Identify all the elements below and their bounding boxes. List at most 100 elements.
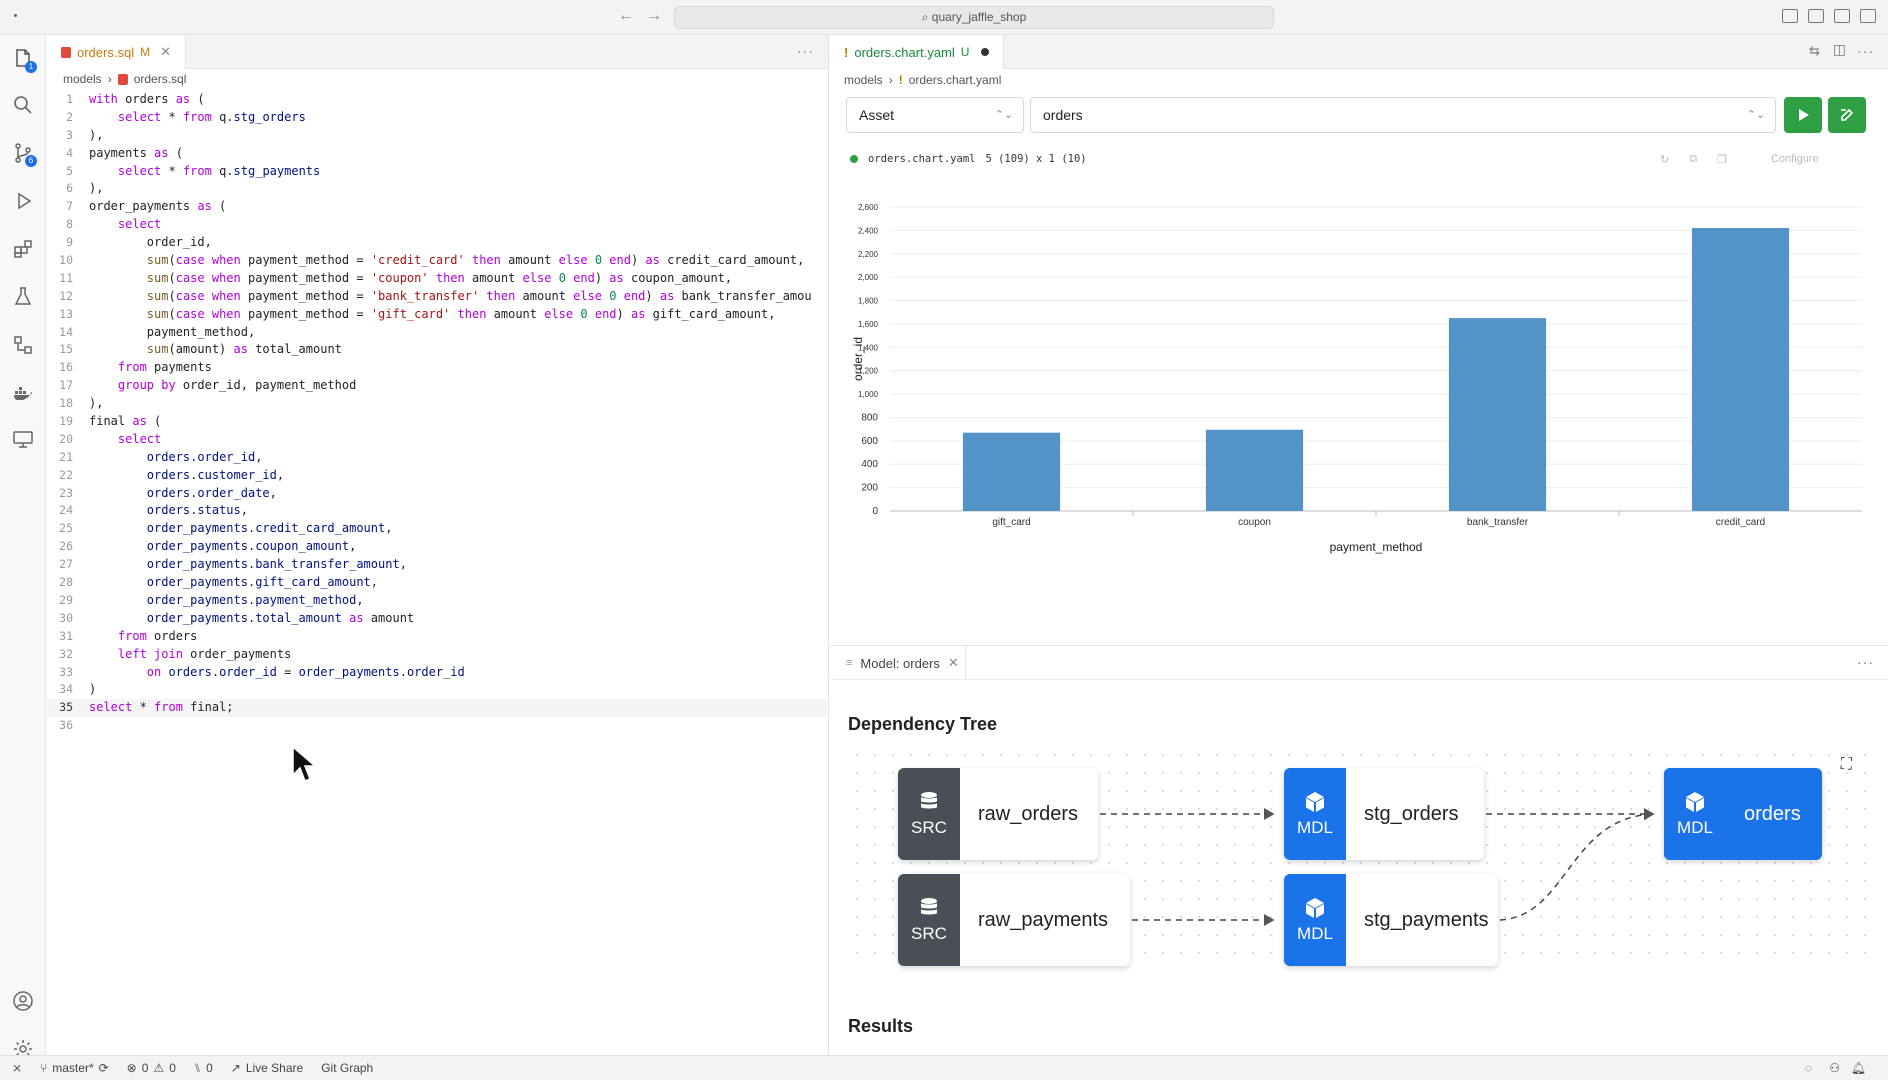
code-area[interactable]: 1 with orders as (2 select * from q.stg_o… <box>47 91 827 735</box>
code-line[interactable]: 8 select <box>47 216 827 234</box>
breadcrumb-file[interactable]: orders.sql <box>133 72 187 86</box>
quary-graph-icon[interactable] <box>0 327 46 363</box>
code-line[interactable]: 6), <box>47 180 827 198</box>
copilot-icon[interactable]: ◌ <box>1804 1061 1812 1075</box>
account-icon[interactable] <box>0 983 46 1019</box>
code-line[interactable]: 27 order_payments.bank_transfer_amount, <box>47 556 827 574</box>
close-icon[interactable]: ✕ <box>947 655 959 670</box>
git-graph-button[interactable]: Git Graph <box>321 1061 373 1075</box>
code-line[interactable]: 31 from orders <box>47 628 827 646</box>
run-button[interactable] <box>1784 97 1822 133</box>
toggle-sidebar-icon[interactable] <box>1782 9 1798 23</box>
search-icon[interactable] <box>0 87 46 123</box>
sql-file-icon <box>61 46 71 58</box>
code-line[interactable]: 3), <box>47 127 827 145</box>
tab-model-orders[interactable]: ≡ Model: orders ✕ <box>840 646 966 680</box>
code-line[interactable]: 29 order_payments.payment_method, <box>47 592 827 610</box>
node-raw-orders[interactable]: SRC raw_orders <box>898 768 1098 860</box>
code-line[interactable]: 10 sum(case when payment_method = 'credi… <box>47 252 827 270</box>
code-line[interactable]: 1 with orders as ( <box>47 91 827 109</box>
code-line[interactable]: 5 select * from q.stg_payments <box>47 163 827 181</box>
back-arrow-icon[interactable]: ← <box>618 7 634 24</box>
code-line[interactable]: 2 select * from q.stg_orders <box>47 109 827 127</box>
code-line[interactable]: 4 payments as ( <box>47 145 827 163</box>
split-editor-icon[interactable]: ◫ <box>1832 41 1846 57</box>
model-badge: MDL <box>1284 874 1346 966</box>
customize-layout-icon[interactable] <box>1860 9 1876 23</box>
code-line[interactable]: 25 order_payments.credit_card_amount, <box>47 520 827 538</box>
copy-icon[interactable]: ❐ <box>1717 154 1727 166</box>
forward-arrow-icon[interactable]: → <box>646 7 662 24</box>
node-orders[interactable]: MDL orders <box>1664 768 1822 860</box>
expand-icon[interactable]: ⛶ <box>1840 756 1852 773</box>
dependency-tree-canvas[interactable]: ⛶ SRC raw_orders <box>848 746 1870 966</box>
code-line[interactable]: 35 select * from final; <box>47 699 827 718</box>
code-line[interactable]: 19 final as ( <box>47 413 827 431</box>
code-line[interactable]: 22 orders.customer_id, <box>47 467 827 485</box>
code-line[interactable]: 36 <box>47 717 827 735</box>
code-line[interactable]: 24 orders.status, <box>47 502 827 520</box>
problems-status[interactable]: ⊗ 0 ⚠ 0 <box>127 1061 176 1075</box>
toggle-panel-icon[interactable] <box>1808 9 1824 23</box>
code-line[interactable]: 23 orders.order_date, <box>47 485 827 503</box>
testing-flask-icon[interactable] <box>0 279 46 315</box>
live-share-button[interactable]: ↗ Live Share <box>231 1061 303 1075</box>
code-line[interactable]: 12 sum(case when payment_method = 'bank_… <box>47 288 827 306</box>
breadcrumb-folder[interactable]: models <box>63 72 102 86</box>
code-token: as <box>175 92 191 106</box>
remote-explorer-icon[interactable] <box>0 421 46 457</box>
code-line[interactable]: 32 left join order_payments <box>47 646 827 664</box>
toggle-secondary-sidebar-icon[interactable] <box>1834 9 1850 23</box>
more-actions-icon[interactable]: ··· <box>797 43 814 59</box>
node-raw-payments[interactable]: SRC raw_payments <box>898 874 1130 966</box>
source-control-icon[interactable]: 6 <box>0 135 46 171</box>
code-line[interactable]: 33 on orders.order_id = order_payments.o… <box>47 664 827 682</box>
node-stg-payments[interactable]: MDL stg_payments <box>1284 874 1498 966</box>
code-line[interactable]: 18), <box>47 395 827 413</box>
code-line[interactable]: 30 order_payments.total_amount as amount <box>47 610 827 628</box>
menu-dot-icon[interactable] <box>14 14 17 17</box>
unsaved-dot-icon[interactable] <box>981 48 990 56</box>
tab-orders-sql[interactable]: orders.sql M ✕ <box>47 35 186 69</box>
run-debug-icon[interactable] <box>0 183 46 219</box>
code-line[interactable]: 16 from payments <box>47 359 827 377</box>
docker-icon[interactable] <box>0 375 46 411</box>
tab-orders-chart-yaml[interactable]: ! orders.chart.yaml U <box>830 35 1005 69</box>
code-token: as <box>197 199 212 214</box>
code-line[interactable]: 14 payment_method, <box>47 324 827 342</box>
code-line[interactable]: 34) <box>47 681 827 699</box>
edit-button[interactable] <box>1828 97 1866 133</box>
refresh-icon[interactable]: ↻ <box>1660 154 1670 166</box>
branch-status[interactable]: ⑂ master* ⟳ <box>40 1061 109 1075</box>
extensions-icon[interactable] <box>0 231 46 267</box>
code-line[interactable]: 15 sum(amount) as total_amount <box>47 341 827 359</box>
code-line[interactable]: 21 orders.order_id, <box>47 449 827 467</box>
code-line[interactable]: 17 group by order_id, payment_method <box>47 377 827 395</box>
code-line[interactable]: 28 order_payments.gift_card_amount, <box>47 574 827 592</box>
compare-icon[interactable]: ⇆ <box>1809 43 1820 58</box>
command-search-box[interactable]: ⌕ quary_jaffle_shop <box>674 6 1274 29</box>
open-external-icon[interactable]: ⧉ <box>1689 153 1698 165</box>
more-actions-icon[interactable]: ··· <box>1857 654 1874 670</box>
code-line[interactable]: 26 order_payments.coupon_amount, <box>47 538 827 556</box>
code-line[interactable]: 11 sum(case when payment_method = 'coupo… <box>47 270 827 288</box>
remote-indicator-icon[interactable]: ⨯ <box>12 1061 23 1075</box>
code-line[interactable]: 7 order_payments as ( <box>47 198 827 216</box>
close-icon[interactable]: ✕ <box>160 44 171 59</box>
cube-icon <box>1306 792 1324 812</box>
source-type-select[interactable]: Asset ⌃⌄ <box>846 97 1024 133</box>
code-line[interactable]: 9 order_id, <box>47 234 827 252</box>
line-number: 5 <box>66 163 73 178</box>
notifications-bell-icon[interactable]: 🔔︎ <box>1850 1061 1866 1075</box>
node-stg-orders[interactable]: MDL stg_orders <box>1284 768 1484 860</box>
ports-status[interactable]: ⑊ 0 <box>194 1061 213 1075</box>
accounts-icon[interactable]: ⚇ <box>1829 1061 1840 1075</box>
configure-button[interactable]: Configure <box>1770 153 1819 165</box>
more-actions-icon[interactable]: ··· <box>1857 43 1874 59</box>
code-line[interactable]: 20 select <box>47 431 827 449</box>
asset-select[interactable]: orders ⌃⌄ <box>1030 97 1776 133</box>
code-line[interactable]: 13 sum(case when payment_method = 'gift_… <box>47 306 827 324</box>
breadcrumb-file[interactable]: orders.chart.yaml <box>908 73 1002 87</box>
breadcrumb-folder[interactable]: models <box>844 73 883 87</box>
explorer-icon[interactable]: 1 <box>0 41 46 77</box>
